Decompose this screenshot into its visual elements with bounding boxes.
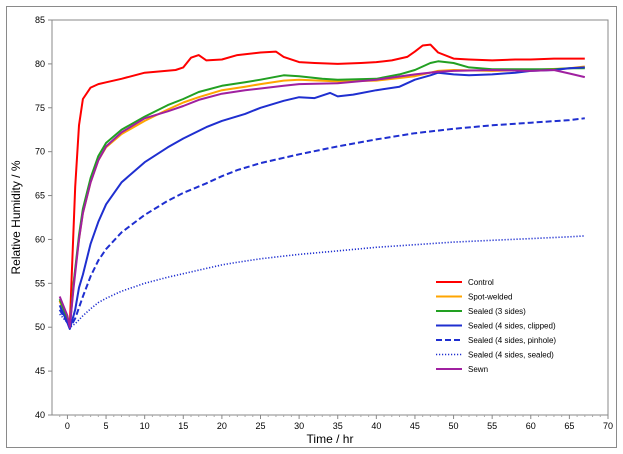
x-tick-label: 45: [410, 421, 420, 431]
x-tick-label: 20: [217, 421, 227, 431]
x-tick-label: 40: [371, 421, 381, 431]
y-tick-label: 65: [35, 191, 45, 201]
x-tick-label: 10: [140, 421, 150, 431]
series-line-2: [58, 60, 585, 329]
series-line-1: [58, 65, 585, 330]
series-layer: [58, 43, 586, 330]
legend-label: Sewn: [468, 365, 488, 374]
y-axis-title: Relative Humidity / %: [9, 160, 23, 274]
x-tick-label: 5: [104, 421, 109, 431]
x-tick-label: 30: [294, 421, 304, 431]
y-tick-label: 60: [35, 234, 45, 244]
y-tick-label: 75: [35, 103, 45, 113]
y-tick-label: 50: [35, 322, 45, 332]
series-line-4: [58, 117, 585, 330]
x-tick-label: 35: [333, 421, 343, 431]
y-tick-label: 45: [35, 366, 45, 376]
y-tick-label: 55: [35, 278, 45, 288]
legend-label: Sealed (3 sides): [468, 307, 526, 316]
y-tick-label: 80: [35, 59, 45, 69]
x-tick-label: 60: [526, 421, 536, 431]
y-tick-label: 40: [35, 410, 45, 420]
x-axis: 0 5 10 15 20 25 30 35 40 45 50 55 60 65 70: [59, 415, 613, 431]
x-tick-label: 65: [564, 421, 574, 431]
legend-label: Sealed (4 sides, pinhole): [468, 336, 556, 345]
x-axis-title: Time / hr: [307, 432, 354, 446]
legend-label: Control: [468, 278, 494, 287]
legend-label: Sealed (4 sides, sealed): [468, 351, 554, 360]
series-line-3: [58, 66, 585, 330]
legend-label: Sealed (4 sides, clipped): [468, 322, 556, 331]
y-axis: 40 45 50 55 60 65 70 75 80 85: [35, 15, 52, 420]
x-tick-label: 55: [487, 421, 497, 431]
x-tick-label: 0: [65, 421, 70, 431]
series-line-6: [58, 69, 586, 329]
x-tick-label: 50: [449, 421, 459, 431]
legend: Control Spot-welded Sealed (3 sides) Sealed…: [436, 278, 556, 374]
legend-label: Spot-welded: [468, 293, 512, 302]
y-tick-label: 85: [35, 15, 45, 25]
x-tick-label: 15: [178, 421, 188, 431]
y-tick-label: 70: [35, 147, 45, 157]
x-tick-label: 70: [603, 421, 613, 431]
x-tick-label: 25: [255, 421, 265, 431]
series-line-0: [58, 43, 585, 327]
